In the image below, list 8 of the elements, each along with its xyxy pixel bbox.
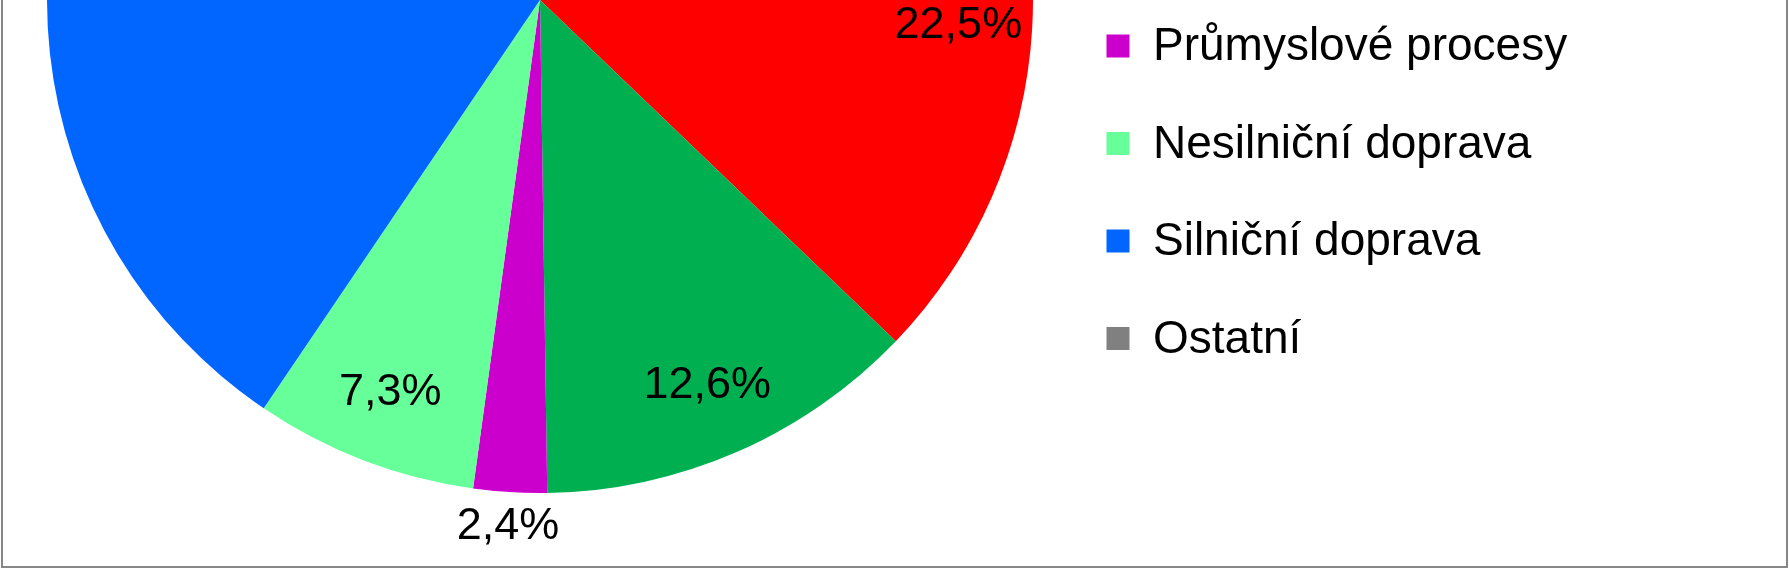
data-label: 2,4% bbox=[456, 498, 560, 550]
legend-label: Ostatní bbox=[1153, 310, 1302, 363]
data-label: 7,3% bbox=[338, 364, 442, 416]
legend-label: Průmyslové procesy bbox=[1153, 18, 1568, 70]
data-label: 12,6% bbox=[643, 357, 772, 409]
data-label: 22,5% bbox=[894, 0, 1023, 49]
legend-label: Silniční doprava bbox=[1153, 213, 1481, 265]
legend-label: Nesilniční doprava bbox=[1153, 115, 1532, 168]
